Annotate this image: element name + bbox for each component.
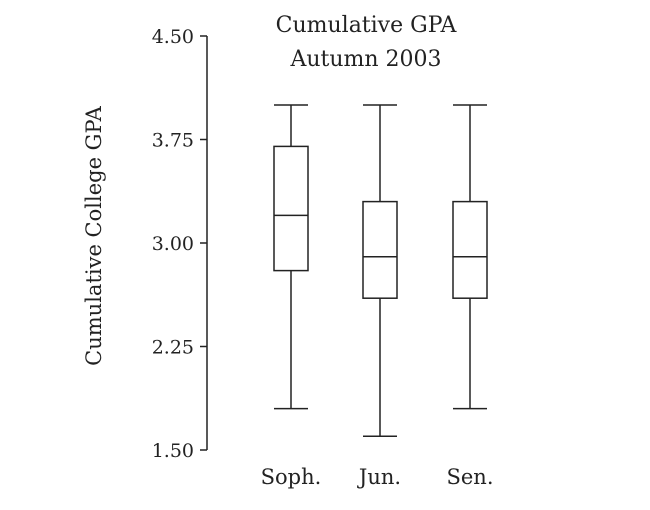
y-tick-label: 3.75: [152, 130, 194, 152]
y-tick-label: 2.25: [152, 337, 194, 359]
box-sen: [452, 104, 488, 410]
box-jun: [362, 104, 398, 437]
box-iqr: [362, 200, 398, 299]
box-iqr: [452, 200, 488, 299]
box-series: [273, 104, 488, 437]
y-tick-label: 3.00: [152, 233, 194, 255]
chart-title: Cumulative GPA: [276, 13, 458, 38]
chart-subtitle: Autumn 2003: [289, 47, 441, 72]
box-iqr: [273, 145, 309, 272]
x-category-label: Soph.: [261, 465, 322, 489]
x-category-label: Jun.: [357, 465, 401, 489]
box-soph: [273, 104, 309, 410]
x-axis-categories: Soph. Jun. Sen.: [261, 465, 494, 489]
y-tick-label: 4.50: [152, 26, 194, 48]
y-axis-ticks: 1.50 2.25 3.00 3.75 4.50: [152, 26, 207, 462]
y-axis-label: Cumulative College GPA: [82, 105, 106, 365]
x-category-label: Sen.: [446, 465, 493, 489]
y-tick-label: 1.50: [152, 440, 194, 462]
